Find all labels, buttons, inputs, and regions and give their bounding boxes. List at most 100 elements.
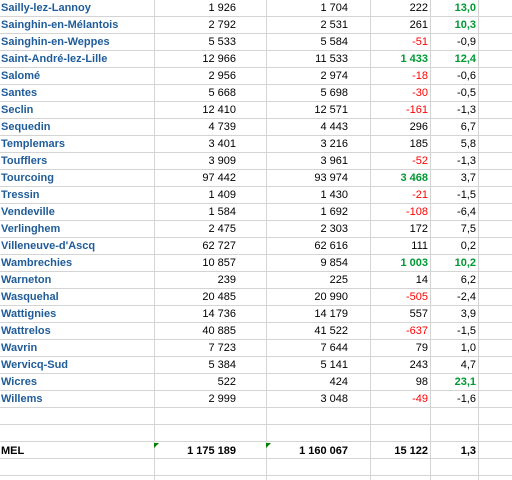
population-2-cell[interactable]: 14 179 [314,308,348,320]
population-1-cell[interactable]: 2 792 [208,19,236,31]
population-1-cell[interactable]: 12 410 [202,104,236,116]
population-1-cell[interactable]: 97 442 [202,172,236,184]
population-2-cell[interactable]: 1 692 [320,206,348,218]
commune-name-cell[interactable]: Wambrechies [1,257,73,269]
difference-cell[interactable]: -21 [412,189,428,201]
commune-name-cell[interactable]: Saint-André-lez-Lille [1,53,108,65]
population-1-cell[interactable]: 12 966 [202,53,236,65]
population-2-cell[interactable]: 5 698 [320,87,348,99]
population-1-cell[interactable]: 14 736 [202,308,236,320]
population-1-cell[interactable]: 40 885 [202,325,236,337]
population-1-cell[interactable]: 522 [217,376,236,388]
commune-name-cell[interactable]: Willems [1,393,43,405]
population-2-cell[interactable]: 5 141 [320,359,348,371]
percent-change-cell[interactable]: 0,2 [460,240,476,252]
commune-name-cell[interactable]: Villeneuve-d'Ascq [1,240,96,252]
difference-cell[interactable]: 261 [409,19,428,31]
difference-cell[interactable]: -18 [412,70,428,82]
commune-name-cell[interactable]: Seclin [1,104,34,116]
population-1-cell[interactable]: 1 926 [208,2,236,14]
population-1-cell[interactable]: 2 999 [208,393,236,405]
population-1-cell[interactable]: 1 409 [208,189,236,201]
difference-cell[interactable]: 222 [409,2,428,14]
difference-cell[interactable]: -161 [405,104,428,116]
population-2-cell[interactable]: 2 531 [320,19,348,31]
population-2-cell[interactable]: 3 216 [320,138,348,150]
difference-cell[interactable]: -505 [405,291,428,303]
percent-change-cell[interactable]: -1,3 [457,155,476,167]
difference-cell[interactable]: 296 [409,121,428,133]
population-1-cell[interactable]: 2 475 [208,223,236,235]
difference-cell[interactable]: 111 [411,240,428,252]
commune-name-cell[interactable]: Sainghin-en-Weppes [1,36,110,48]
percent-change-cell[interactable]: -0,5 [457,87,476,99]
percent-change-cell[interactable]: 6,7 [460,121,476,133]
commune-name-cell[interactable]: Tressin [1,189,40,201]
percent-change-cell[interactable]: 4,7 [460,359,476,371]
percent-change-cell[interactable]: -1,3 [457,104,476,116]
population-2-cell[interactable]: 41 522 [314,325,348,337]
difference-cell[interactable]: 172 [409,223,428,235]
population-1-cell[interactable]: 3 909 [208,155,236,167]
difference-cell[interactable]: 243 [409,359,428,371]
population-1-cell[interactable]: 20 485 [202,291,236,303]
population-1-cell[interactable]: 7 723 [208,342,236,354]
commune-name-cell[interactable]: Wavrin [1,342,38,354]
difference-cell[interactable]: 79 [415,342,428,354]
commune-name-cell[interactable]: Wicres [1,376,37,388]
population-1-cell[interactable]: 5 384 [208,359,236,371]
percent-change-cell[interactable]: 6,2 [460,274,476,286]
population-2-cell[interactable]: 424 [329,376,348,388]
percent-change-cell[interactable]: 3,9 [460,308,476,320]
difference-cell[interactable]: 14 [415,274,428,286]
percent-change-cell[interactable]: -6,4 [457,206,476,218]
commune-name-cell[interactable]: Vendeville [1,206,55,218]
difference-cell[interactable]: 1 433 [400,53,428,65]
population-2-cell[interactable]: 1 430 [320,189,348,201]
commune-name-cell[interactable]: Tourcoing [1,172,54,184]
population-1-cell[interactable]: 62 727 [202,240,236,252]
difference-cell[interactable]: 3 468 [400,172,428,184]
commune-name-cell[interactable]: Toufflers [1,155,48,167]
population-1-cell[interactable]: 239 [217,274,236,286]
commune-name-cell[interactable]: Sequedin [1,121,51,133]
percent-change-cell[interactable]: 10,2 [454,257,476,269]
population-2-cell[interactable]: 11 533 [315,53,348,65]
difference-cell[interactable]: -52 [412,155,428,167]
percent-change-cell[interactable]: -1,5 [457,325,476,337]
difference-cell[interactable]: 185 [409,138,428,150]
difference-cell[interactable]: 557 [409,308,428,320]
population-2-cell[interactable]: 3 961 [320,155,348,167]
percent-change-cell[interactable]: 10,3 [454,19,476,31]
percent-change-cell[interactable]: -0,9 [457,36,476,48]
population-1-cell[interactable]: 5 533 [208,36,236,48]
population-2-cell[interactable]: 20 990 [314,291,348,303]
population-1-cell[interactable]: 5 668 [208,87,236,99]
commune-name-cell[interactable]: Sailly-lez-Lannoy [1,2,91,14]
population-1-cell[interactable]: 3 401 [208,138,236,150]
commune-name-cell[interactable]: Wasquehal [1,291,59,303]
difference-cell[interactable]: -49 [412,393,428,405]
percent-change-cell[interactable]: 7,5 [460,223,476,235]
population-2-cell[interactable]: 5 584 [320,36,348,48]
population-1-cell[interactable]: 4 739 [208,121,236,133]
difference-cell[interactable]: 98 [415,376,428,388]
commune-name-cell[interactable]: Templemars [1,138,65,150]
percent-change-cell[interactable]: 1,0 [460,342,476,354]
percent-change-cell[interactable]: -1,5 [457,189,476,201]
population-2-cell[interactable]: 2 974 [320,70,348,82]
difference-cell[interactable]: -51 [412,36,428,48]
population-1-cell[interactable]: 10 857 [202,257,236,269]
commune-name-cell[interactable]: Santes [1,87,38,99]
difference-cell[interactable]: -30 [412,87,428,99]
commune-name-cell[interactable]: Wattignies [1,308,57,320]
percent-change-cell[interactable]: -0,6 [457,70,476,82]
percent-change-cell[interactable]: 23,1 [454,376,476,388]
percent-change-cell[interactable]: 3,7 [460,172,476,184]
population-2-cell[interactable]: 7 644 [320,342,348,354]
total-value-2-cell[interactable]: 1 160 067 [299,445,348,457]
population-2-cell[interactable]: 62 616 [314,240,348,252]
population-2-cell[interactable]: 225 [329,274,348,286]
difference-cell[interactable]: 1 003 [400,257,428,269]
